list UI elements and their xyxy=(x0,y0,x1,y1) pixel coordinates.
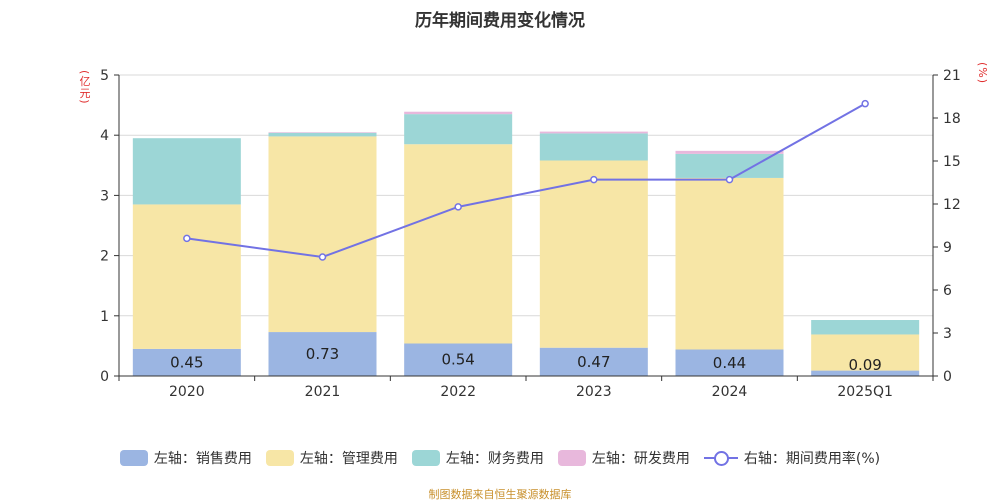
legend-swatch-finance xyxy=(411,450,440,466)
legend-label-admin: 左轴：管理费用 xyxy=(299,451,398,467)
left-tick-label: 0 xyxy=(100,369,109,385)
rate-point xyxy=(861,99,869,108)
bar-data-label: 0.45 xyxy=(170,353,203,371)
legend-item-finance[interactable]: 左轴：财务费用 xyxy=(411,448,544,468)
left-tick-label: 3 xyxy=(100,188,109,204)
legend: 左轴：销售费用 左轴：管理费用 左轴：财务费用 左轴：研发费用 右轴：期间费用率… xyxy=(0,448,1000,468)
rate-point xyxy=(590,175,598,184)
x-tick-label: 2023 xyxy=(576,384,612,400)
legend-swatch-sales xyxy=(119,450,148,466)
bar-segment-sales xyxy=(132,348,241,376)
bar-segment-admin xyxy=(675,177,784,350)
bar-segment-finance xyxy=(268,132,377,137)
bar-segment-rnd xyxy=(268,132,377,133)
legend-swatch-rate xyxy=(703,450,738,466)
bar-data-label: 0.09 xyxy=(848,356,881,374)
bar-segment-admin xyxy=(404,144,513,344)
left-tick-label: 2 xyxy=(100,249,109,265)
right-tick-label: 21 xyxy=(943,68,961,84)
rate-point xyxy=(318,253,327,261)
x-tick-label: 2021 xyxy=(305,384,341,400)
x-tick-label: 2024 xyxy=(712,384,748,400)
bar-segment-admin xyxy=(539,160,648,348)
legend-swatch-admin xyxy=(265,450,294,466)
left-tick-label: 1 xyxy=(100,309,109,325)
legend-label-rnd: 左轴：研发费用 xyxy=(591,451,690,467)
bar-data-label: 0.44 xyxy=(713,354,746,372)
bar-segment-sales xyxy=(539,347,648,376)
bar-data-label: 0.47 xyxy=(577,353,610,371)
bar-segment-finance xyxy=(811,320,920,335)
bar-segment-finance xyxy=(404,114,513,145)
bar-segment-finance xyxy=(132,138,241,205)
bar-segment-sales xyxy=(268,332,377,376)
legend-label-rate: 右轴：期间费用率(%) xyxy=(743,451,881,467)
legend-swatch-rnd xyxy=(557,450,586,466)
bar-segment-finance xyxy=(675,153,784,178)
bar-data-label: 0.54 xyxy=(441,351,474,369)
bar-segment-sales xyxy=(675,349,784,376)
x-tick-label: 2022 xyxy=(440,384,476,400)
chart-title: 历年期间费用变化情况 xyxy=(415,11,585,31)
bar-segment-rnd xyxy=(404,111,513,115)
bar-segment-rnd xyxy=(675,150,784,154)
rate-point xyxy=(725,175,734,184)
right-tick-label: 12 xyxy=(943,197,961,213)
left-tick-label: 4 xyxy=(100,128,109,144)
bar-segment-admin xyxy=(811,334,920,371)
right-tick-label: 9 xyxy=(943,240,952,256)
legend-item-admin[interactable]: 左轴：管理费用 xyxy=(265,448,398,468)
bar-segment-sales xyxy=(404,343,513,376)
bar-segment-rnd xyxy=(539,131,648,134)
x-tick-label: 2020 xyxy=(169,384,205,400)
bar-segment-admin xyxy=(268,136,377,333)
legend-item-rnd[interactable]: 左轴：研发费用 xyxy=(557,448,690,468)
bar-segment-admin xyxy=(132,204,241,349)
source-note: 制图数据来自恒生聚源数据库 xyxy=(428,488,572,500)
right-axis-unit: (%) xyxy=(976,62,989,85)
right-tick-label: 18 xyxy=(943,111,961,127)
legend-item-rate[interactable]: 右轴：期间费用率(%) xyxy=(703,448,881,468)
left-axis-unit: (亿元) xyxy=(78,70,91,105)
bar-segment-finance xyxy=(539,133,648,161)
left-tick-label: 5 xyxy=(100,68,109,84)
right-tick-label: 15 xyxy=(943,154,961,170)
legend-label-sales: 左轴：销售费用 xyxy=(153,451,252,467)
bar-segment-sales xyxy=(811,370,920,376)
rate-point xyxy=(183,234,191,243)
right-tick-label: 0 xyxy=(943,369,952,385)
legend-item-sales[interactable]: 左轴：销售费用 xyxy=(119,448,252,468)
x-tick-label: 2025Q1 xyxy=(837,384,893,400)
right-tick-label: 6 xyxy=(943,283,952,299)
rate-line xyxy=(186,102,866,259)
right-tick-label: 3 xyxy=(943,326,952,342)
bar-data-label: 0.73 xyxy=(306,345,339,363)
legend-label-finance: 左轴：财务费用 xyxy=(445,451,544,467)
rate-point xyxy=(454,203,462,211)
